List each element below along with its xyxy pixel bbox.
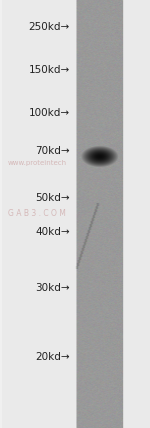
Text: 250kd→: 250kd→ <box>29 22 70 32</box>
Text: www.proteintech: www.proteintech <box>8 160 67 166</box>
Text: 150kd→: 150kd→ <box>29 65 70 75</box>
Text: 20kd→: 20kd→ <box>35 351 70 362</box>
Text: 100kd→: 100kd→ <box>29 107 70 118</box>
Text: 70kd→: 70kd→ <box>35 146 70 156</box>
Text: G A B 3 . C O M: G A B 3 . C O M <box>8 209 66 219</box>
Text: 40kd→: 40kd→ <box>35 227 70 238</box>
Text: 50kd→: 50kd→ <box>35 193 70 203</box>
Text: 30kd→: 30kd→ <box>35 283 70 293</box>
